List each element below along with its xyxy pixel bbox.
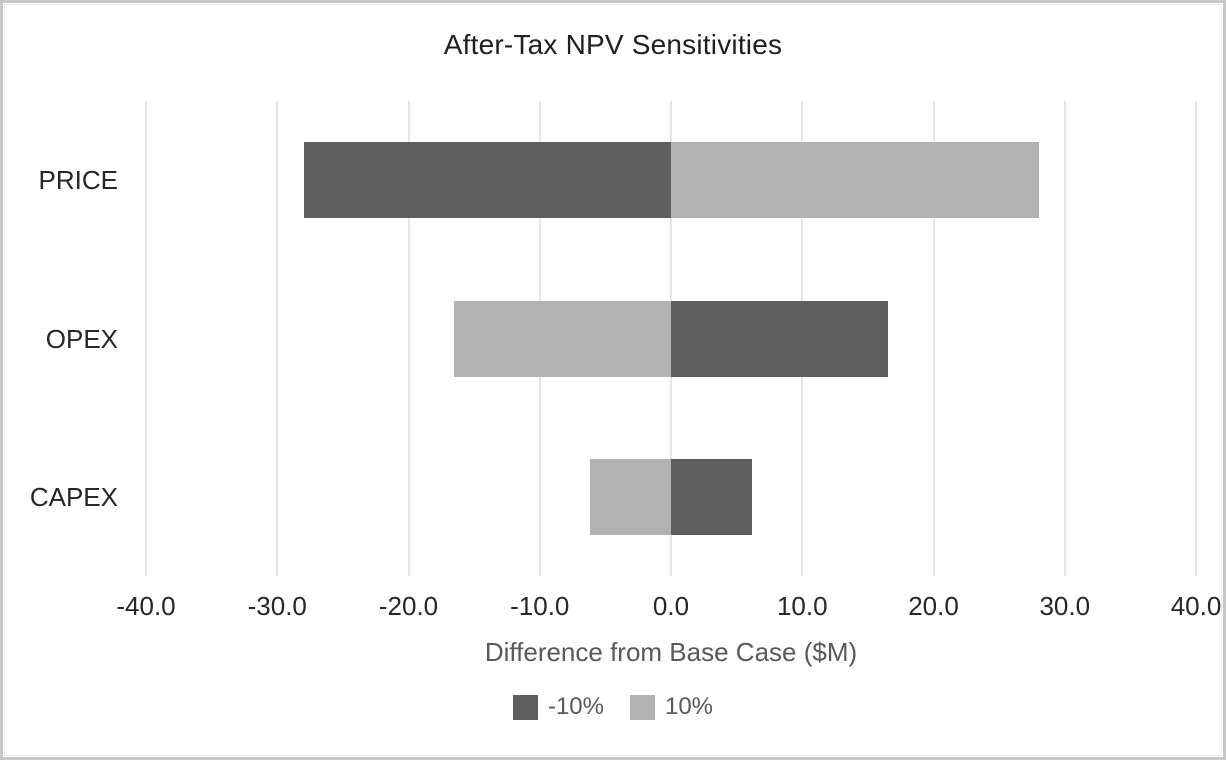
x-tick-label: -40.0 (116, 591, 176, 621)
legend-item: -10% (512, 693, 604, 721)
x-axis-title: Difference from Base Case ($M) (484, 637, 858, 667)
legend-label: -10% (547, 693, 604, 720)
gridline (1063, 101, 1066, 576)
x-tick-label: 40.0 (1170, 591, 1222, 621)
gridline (1195, 101, 1197, 576)
plot-area (145, 101, 1197, 576)
x-tick-label: 10.0 (776, 591, 828, 621)
x-tick-label: -10.0 (510, 591, 570, 621)
gridline (145, 101, 147, 576)
x-tick-label: 20.0 (908, 591, 959, 621)
chart-title: After-Tax NPV Sensitivities (443, 29, 783, 60)
legend-swatch-icon (629, 694, 655, 720)
legend-swatch-icon (512, 694, 538, 720)
bar-capex-minus10pct (671, 458, 753, 535)
category-axis: PRICE OPEX CAPEX (3, 101, 118, 576)
x-tick-label: -20.0 (378, 591, 439, 621)
bar-capex-plus10pct (589, 458, 671, 535)
legend: -10% 10% (3, 693, 1223, 721)
bar-opex-plus10pct (454, 300, 671, 377)
bar-price-plus10pct (671, 142, 1039, 219)
bar-price-minus10pct (303, 142, 671, 219)
bar-opex-minus10pct (671, 300, 888, 377)
x-tick-label: -30.0 (247, 591, 307, 621)
gridline (407, 101, 410, 576)
x-tick-label: 30.0 (1039, 591, 1091, 621)
category-label-price: PRICE (38, 165, 118, 196)
gridline (276, 101, 279, 576)
x-tick-label: 0.0 (652, 591, 690, 621)
value-axis-tick-labels: -40.0 -30.0 -20.0 -10.0 0.0 10.0 20.0 30.0 40.0 (116, 591, 1221, 623)
category-label-opex: OPEX (45, 323, 118, 354)
legend-item: 10% (629, 693, 714, 721)
legend-label: 10% (664, 693, 714, 720)
category-label-capex: CAPEX (29, 481, 118, 512)
gridline (932, 101, 935, 576)
